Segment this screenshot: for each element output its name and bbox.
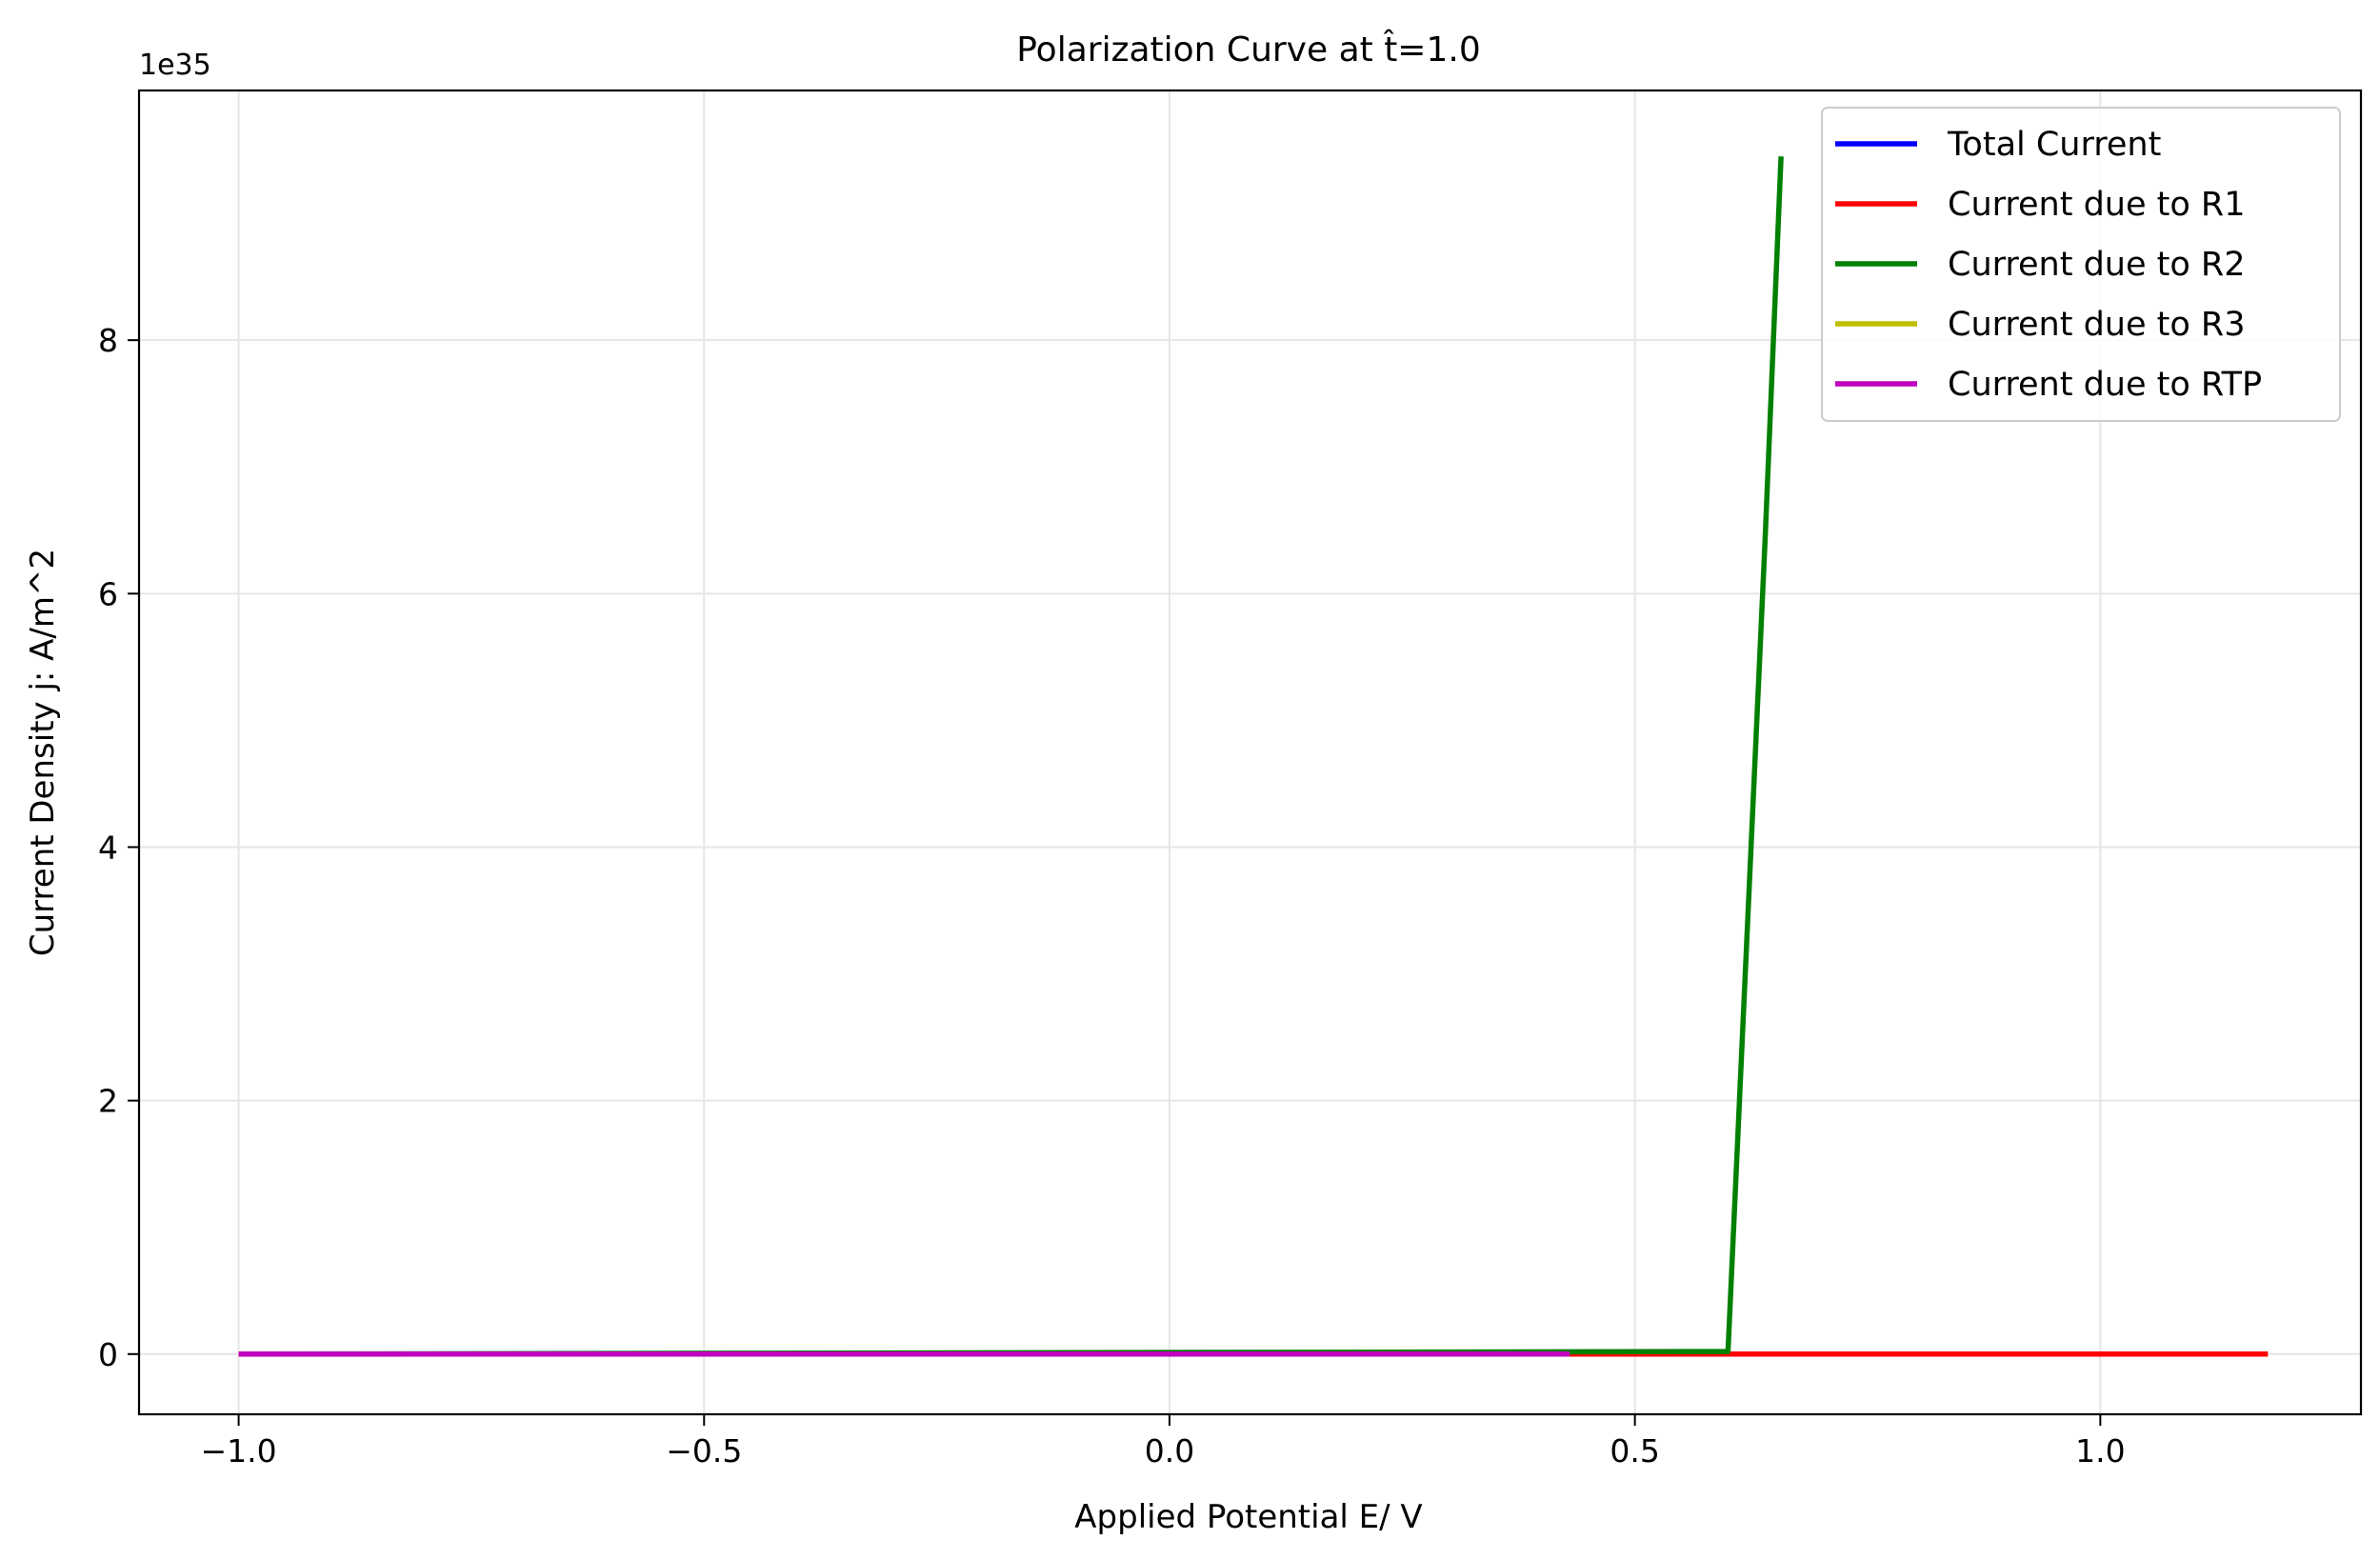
y-axis-ticks: 0 2 4 6 8 [98, 322, 139, 1373]
x-tick-label: 1.0 [2075, 1432, 2125, 1470]
y-tick-label: 2 [98, 1083, 118, 1120]
y-tick-label: 6 [98, 575, 118, 612]
plot-frame [137, 89, 2363, 1416]
x-tick-label: −0.5 [666, 1432, 742, 1470]
chart-title: Polarization Curve at t̂=1.0 [1016, 29, 1480, 70]
legend-label: Total Current [1947, 126, 2161, 164]
legend-label: Current due to R1 [1948, 186, 2246, 224]
x-tick-label: −1.0 [201, 1432, 277, 1470]
x-axis-label: Applied Potential E/ V [1074, 1498, 1422, 1536]
y-tick-label: 8 [98, 322, 118, 359]
x-tick-label: 0.5 [1610, 1432, 1659, 1470]
y-tick-label: 4 [98, 829, 118, 866]
legend-label: Current due to R3 [1948, 306, 2246, 344]
x-axis-ticks: −1.0 −0.5 0.0 0.5 1.0 [201, 1414, 2126, 1470]
legend-label: Current due to RTP [1948, 366, 2262, 404]
series-lines [238, 156, 2269, 1357]
y-tick-label: 0 [98, 1336, 118, 1373]
legend-box [1821, 107, 2341, 422]
legend: Total Current Current due to R1 Current du… [1821, 107, 2341, 422]
x-tick-label: 0.0 [1145, 1432, 1194, 1470]
y-offset-text: 1e35 [139, 49, 211, 82]
legend-label: Current due to R2 [1948, 246, 2246, 284]
y-axis-label: Current Density j: A/m^2 [24, 549, 62, 956]
